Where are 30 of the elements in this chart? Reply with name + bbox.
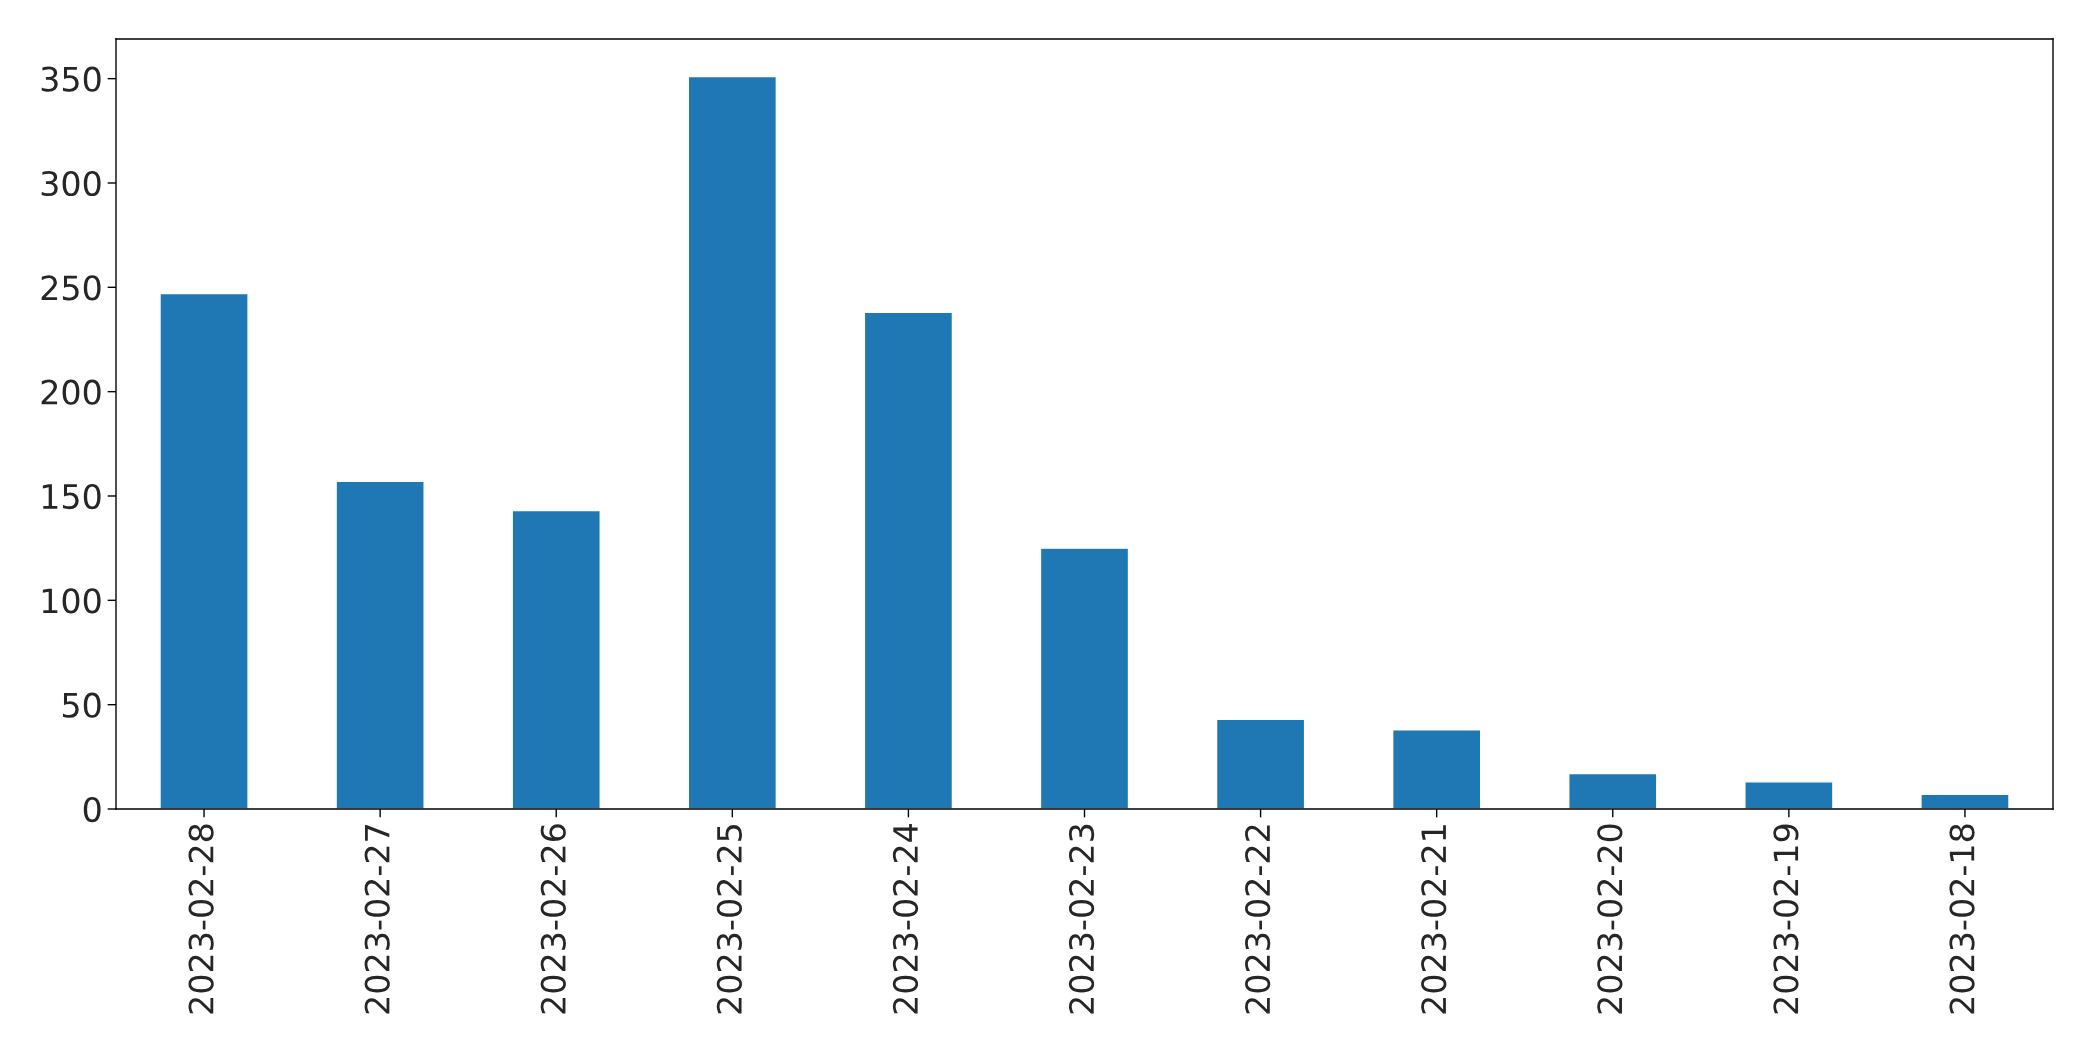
- bar: [1568, 772, 1658, 809]
- y-tick-label: 50: [62, 692, 101, 718]
- x-tick-label: 2023-02-27: [364, 825, 390, 1014]
- y-tick-label: 300: [41, 170, 101, 197]
- bar: [159, 292, 249, 809]
- bar: [1039, 547, 1130, 809]
- bar: [511, 509, 601, 809]
- bar: [335, 480, 425, 809]
- bar: [1215, 718, 1306, 809]
- y-tick-label: 0: [83, 796, 101, 823]
- x-tick-label: 2023-02-19: [1773, 824, 1799, 1014]
- x-tick-label: 2023-02-22: [1245, 825, 1271, 1014]
- bar: [687, 75, 778, 809]
- y-tick-label: 150: [42, 483, 101, 510]
- bar: [1391, 729, 1482, 809]
- y-tick-label: 250: [41, 275, 101, 301]
- x-tick-label: 2023-02-21: [1421, 825, 1447, 1014]
- x-tick-label: 2023-02-28: [188, 824, 214, 1014]
- bar: [863, 311, 954, 809]
- x-tick-label: 2023-02-23: [1068, 824, 1095, 1014]
- x-tick-label: 2023-02-25: [716, 825, 742, 1014]
- x-tick-label: 2023-02-24: [892, 824, 919, 1014]
- x-tick-label: 2023-02-20: [1597, 824, 1623, 1014]
- x-tick-label: 2023-02-18: [1949, 824, 1975, 1014]
- y-tick-label: 100: [42, 588, 101, 614]
- y-tick-label: 350: [41, 66, 101, 92]
- x-tick-label: 2023-02-26: [540, 824, 566, 1014]
- y-tick-label: 200: [41, 379, 101, 405]
- bar: [1920, 793, 2010, 809]
- bar: [1744, 781, 1834, 809]
